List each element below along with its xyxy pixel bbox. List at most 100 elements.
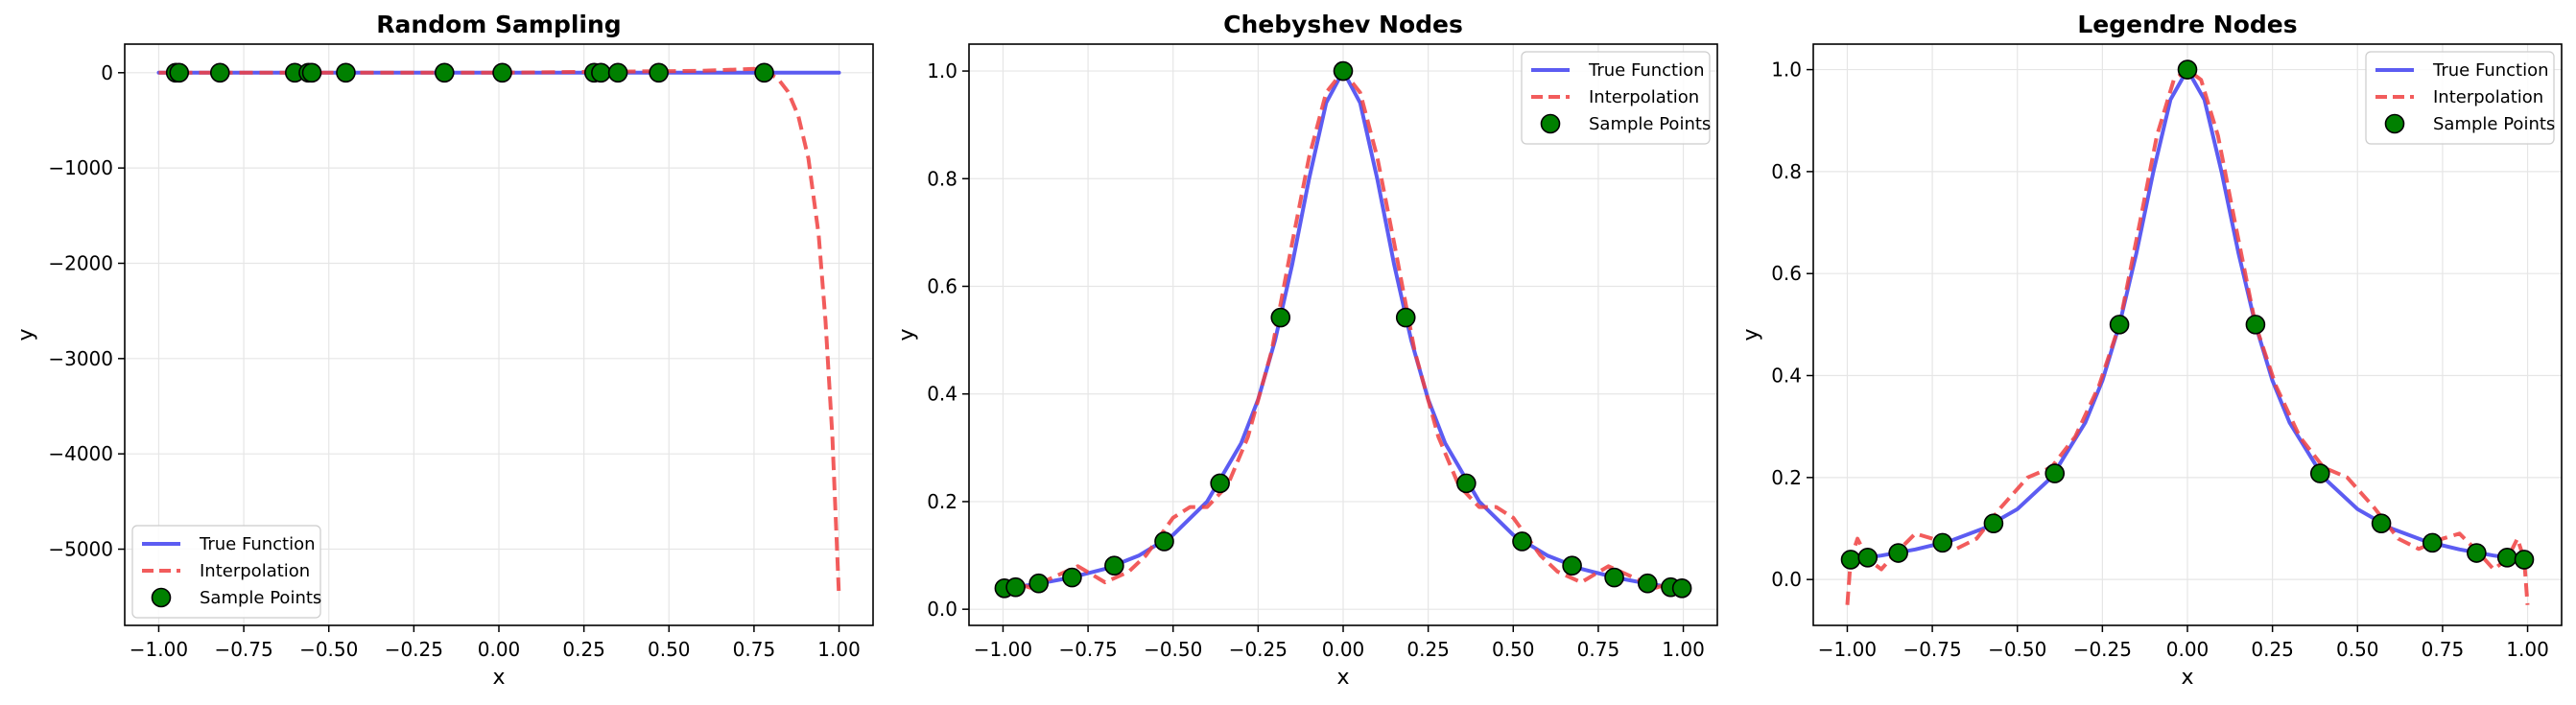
x-tick-label: −0.25 [385,638,443,661]
legend: True Function Interpolation Sample Points [1521,51,1711,145]
x-tick-label: 0.50 [2336,638,2379,661]
y-tick-label: 0.4 [927,383,957,406]
sample-point [2177,59,2198,80]
y-axis-label: y [1739,328,1763,341]
sample-point [1562,555,1582,576]
legend-box [1521,51,1711,145]
y-tick-label: −5000 [48,538,113,561]
sample-point [1333,60,1354,82]
y-tick-label: −2000 [48,251,113,274]
y-tick-label: 0.4 [1771,364,1802,388]
y-tick-label: 0.6 [927,275,957,298]
sample-point [1005,576,1026,598]
sample-point [754,62,774,83]
y-tick-label: 0.8 [927,167,957,190]
sample-point [591,62,611,83]
chart-panel-2: −1.00 −0.75 −0.50 −0.25 0.00 0.25 0.50 0.75 1.00… [895,11,1718,690]
x-tick-label: −0.75 [214,638,272,661]
x-tick-label: 0.75 [1577,638,1620,661]
sample-point [1604,567,1624,588]
sample-point [434,62,455,83]
sample-point [2309,463,2330,483]
x-axis-label: x [1336,666,1349,690]
legend-label: Interpolation [2433,87,2543,107]
x-tick-label: 0.25 [1406,638,1450,661]
y-tick-label: −1000 [48,156,113,179]
sample-point [1840,550,1861,570]
legend: True Function Interpolation Sample Points [131,525,321,619]
y-tick-label: 1.0 [927,59,957,82]
sample-point [1888,543,1908,563]
x-tick-label: 0.75 [733,638,776,661]
sample-point [1395,307,1416,328]
sample-point [2044,463,2066,483]
x-tick-label: −0.75 [1902,638,1961,661]
x-axis-label: x [492,666,505,690]
y-tick-label: 1.0 [1771,59,1802,82]
y-tick-label: 0.0 [927,598,957,621]
sample-point [1154,531,1174,552]
sample-point [1210,473,1230,494]
sample-point [607,62,628,83]
y-tick-label: 0.2 [1771,466,1802,489]
x-tick-label: 0.25 [2251,638,2294,661]
y-tick-label: −4000 [48,442,113,465]
legend-marker [1540,113,1561,134]
sample-point [1028,573,1049,594]
sample-point [492,62,512,83]
x-tick-label: 0.50 [648,638,691,661]
x-tick-label: 1.00 [1662,638,1705,661]
sample-point [2496,547,2517,568]
x-tick-label: −0.50 [1144,638,1202,661]
sample-point [1104,555,1124,576]
plot-area [156,62,841,598]
legend-label: Sample Points [2433,114,2555,134]
legend-label: Interpolation [1589,87,1699,107]
sample-point [1932,532,1953,553]
x-tick-label: −1.00 [130,638,188,661]
sample-point [1270,307,1291,328]
plot-area [1840,59,2535,605]
sample-point [649,62,669,83]
x-tick-label: −0.25 [1229,638,1288,661]
x-tick-label: 0.00 [1322,638,1365,661]
sample-point [301,62,322,83]
sample-point [336,62,356,83]
x-axis-label: x [2181,666,2193,690]
y-tick-label: 0 [101,61,113,84]
sample-point [2422,532,2443,553]
x-tick-label: −1.00 [974,638,1032,661]
sample-point [1857,547,1879,568]
y-tick-label: 0.8 [1771,160,1802,183]
legend-label: Sample Points [1589,114,1711,134]
x-tick-label: 0.25 [562,638,605,661]
legend-box [2365,51,2555,145]
sample-point [2245,315,2266,335]
x-tick-label: 1.00 [2506,638,2549,661]
y-axis-label: y [14,328,38,341]
x-tick-label: −0.75 [1058,638,1117,661]
legend-label: True Function [1588,60,1705,81]
legend-label: True Function [2432,60,2549,81]
x-tick-label: −0.50 [1988,638,2046,661]
legend-label: Sample Points [200,588,321,608]
chart-title: Legendre Nodes [2077,11,2297,38]
sample-point [1062,567,1082,588]
y-tick-label: 0.6 [1771,262,1802,285]
legend-box [131,525,321,619]
x-tick-label: 0.00 [478,638,521,661]
y-tick-label: −3000 [48,347,113,370]
x-tick-label: 0.00 [2166,638,2210,661]
x-tick-label: 0.75 [2422,638,2465,661]
sample-point [2371,513,2392,533]
sample-point [2514,550,2535,570]
chart-title: Random Sampling [376,11,621,38]
legend-label: True Function [199,534,316,554]
plot-area [994,60,1692,599]
sample-point [1638,573,1658,594]
legend-marker [151,587,172,608]
sample-point [1512,531,1532,552]
x-tick-label: 0.50 [1492,638,1535,661]
legend-label: Interpolation [200,561,310,581]
